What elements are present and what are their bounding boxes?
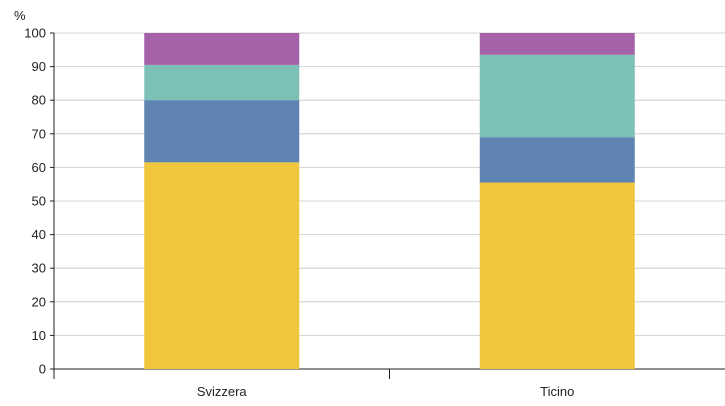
- x-category-label: Ticino: [540, 384, 574, 399]
- bar-segment-2-svizzera: [144, 100, 300, 163]
- y-tick-label: 100: [24, 26, 46, 41]
- bar-segment-4-svizzera: [144, 33, 300, 65]
- x-category-label: Svizzera: [197, 384, 248, 399]
- y-tick-label: 90: [32, 59, 46, 74]
- y-tick-label: 50: [32, 194, 46, 209]
- y-tick-label: 60: [32, 160, 46, 175]
- bar-segment-4-ticino: [479, 33, 635, 55]
- bar-segment-2-ticino: [479, 137, 635, 183]
- bar-segment-1-ticino: [479, 182, 635, 369]
- y-tick-label: 20: [32, 294, 46, 309]
- y-tick-label: 10: [32, 328, 46, 343]
- y-tick-label: 70: [32, 126, 46, 141]
- bar-segment-3-svizzera: [144, 64, 300, 101]
- y-tick-label: 30: [32, 261, 46, 276]
- axes: 0 10 20 30 40 50 60 70 80 90 100 Svizzera Ticino: [24, 26, 574, 400]
- y-tick-label: 0: [39, 362, 46, 377]
- y-tick-label: 80: [32, 93, 46, 108]
- y-unit-label: %: [14, 8, 26, 23]
- bars: [144, 33, 635, 369]
- bar-segment-1-svizzera: [144, 162, 300, 369]
- bar-segment-3-ticino: [479, 54, 635, 138]
- y-tick-label: 40: [32, 227, 46, 242]
